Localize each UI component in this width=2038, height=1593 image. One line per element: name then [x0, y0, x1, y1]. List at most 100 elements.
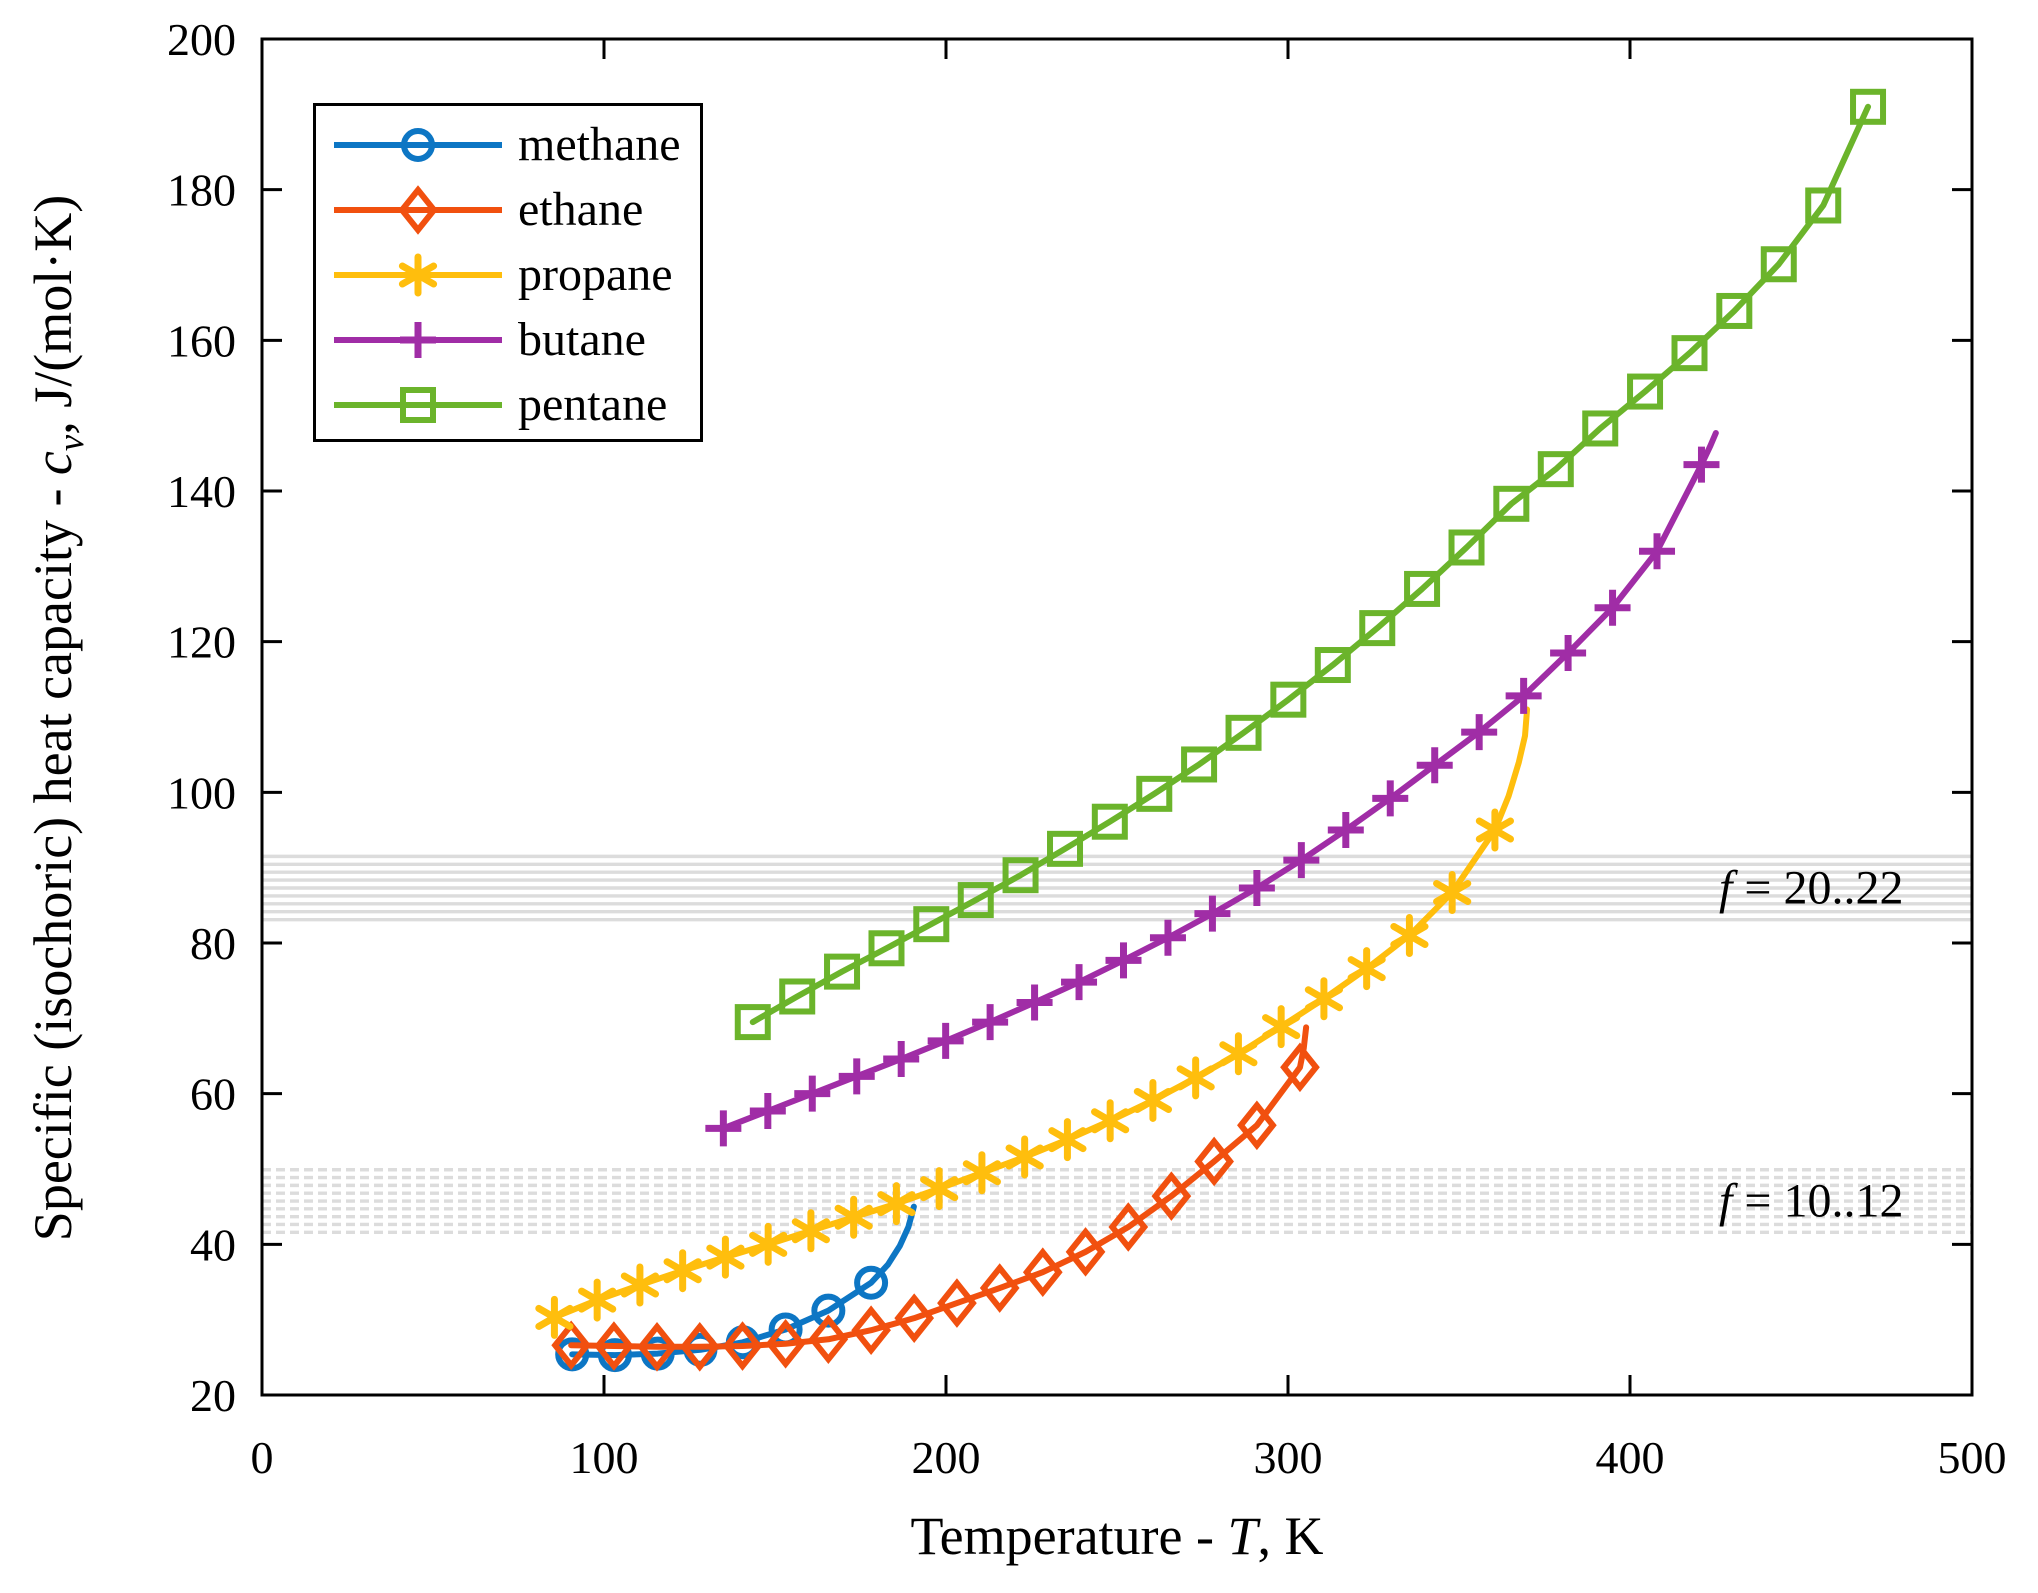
y-tick-label: 200	[167, 14, 236, 65]
marker-plus	[1016, 984, 1053, 1021]
series-line-butane	[720, 429, 1719, 1132]
marker-diamond	[937, 1278, 977, 1328]
x-axis-label-unit: , K	[1257, 1506, 1324, 1566]
y-tick-label: 140	[167, 466, 236, 517]
marker-square	[1716, 292, 1753, 329]
marker-square	[1270, 681, 1307, 718]
marker-square	[1850, 88, 1887, 125]
y-axis-label-subscript: v	[49, 434, 91, 452]
marker-asterisk	[1347, 947, 1386, 991]
marker-diamond	[1065, 1227, 1106, 1277]
marker-asterisk	[877, 1182, 916, 1226]
marker-square	[1537, 451, 1574, 488]
marker-diamond	[722, 1321, 763, 1371]
marker-plus	[794, 1075, 831, 1112]
series-line-methane	[569, 1203, 917, 1359]
marker-asterisk	[1091, 1099, 1130, 1143]
marker-asterisk	[834, 1195, 873, 1239]
marker-diamond	[594, 1321, 634, 1371]
legend-sample-plus-icon	[334, 321, 502, 358]
marker-asterisk	[1133, 1078, 1173, 1122]
marker-square	[1493, 485, 1530, 522]
marker-plus	[705, 1110, 742, 1147]
marker-square	[913, 906, 950, 943]
marker-plus	[838, 1058, 875, 1095]
marker-plus	[1639, 533, 1676, 570]
marker-square	[1448, 529, 1485, 566]
legend-label-propane: propane	[518, 248, 673, 301]
y-tick-label: 160	[167, 315, 236, 366]
marker-square	[1582, 410, 1619, 447]
marker-asterisk	[1219, 1032, 1258, 1076]
marker-asterisk	[1262, 1005, 1301, 1049]
marker-plus	[1416, 747, 1453, 784]
legend-sample-asterisk-icon	[334, 253, 502, 296]
marker-square	[1627, 373, 1664, 410]
y-tick-label: 40	[190, 1219, 236, 1270]
marker-asterisk	[620, 1263, 660, 1307]
marker-square	[1760, 246, 1797, 283]
marker-plus	[1372, 780, 1409, 817]
marker-square	[1181, 746, 1218, 783]
marker-asterisk	[749, 1222, 788, 1266]
marker-plus	[927, 1022, 964, 1059]
marker-plus	[1105, 942, 1142, 979]
marker-asterisk	[1176, 1056, 1215, 1100]
x-tick-label: 400	[1596, 1432, 1665, 1483]
marker-plus	[1683, 446, 1720, 483]
marker-plus	[1061, 964, 1098, 1001]
marker-plus	[1550, 634, 1587, 671]
marker-plus	[749, 1092, 786, 1129]
marker-diamond	[1237, 1100, 1277, 1151]
marker-asterisk	[1304, 977, 1344, 1021]
marker-square	[1671, 335, 1708, 372]
x-tick-label: 200	[912, 1432, 981, 1483]
annotation-f-20-22: f = 20..22	[1719, 861, 1903, 916]
legend-sample-diamond-icon	[334, 184, 502, 235]
marker-square	[1225, 714, 1262, 751]
x-tick-label: 100	[570, 1432, 639, 1483]
axes-box	[260, 37, 1974, 1397]
x-tick-label: 300	[1254, 1432, 1323, 1483]
marker-square	[779, 978, 816, 1015]
marker-diamond	[1151, 1171, 1192, 1221]
legend-sample-square-icon	[334, 386, 502, 423]
marker-plus	[1505, 677, 1542, 714]
y-tick-label: 80	[190, 918, 236, 969]
marker-plus	[1594, 589, 1631, 626]
marker-plus	[972, 1004, 1009, 1041]
marker-plus	[1327, 812, 1364, 848]
marker-plus	[1238, 870, 1275, 907]
annotation-f-value: = 10..12	[1732, 1174, 1904, 1228]
marker-asterisk	[1048, 1118, 1087, 1162]
legend-entry-butane: butane	[316, 307, 700, 372]
marker-diamond	[1108, 1202, 1149, 1252]
marker-asterisk	[791, 1209, 831, 1253]
marker-asterisk	[920, 1167, 959, 1211]
annotation-f-10-12: f = 10..12	[1719, 1174, 1903, 1229]
marker-square	[957, 882, 994, 919]
marker-asterisk	[1005, 1135, 1044, 1179]
marker-diamond	[1194, 1136, 1234, 1187]
annotation-f-symbol: f	[1719, 861, 1733, 915]
legend-label-pentane: pentane	[518, 378, 668, 431]
marker-diamond	[808, 1314, 849, 1365]
marker-square	[1359, 610, 1396, 647]
marker-plus	[1283, 842, 1320, 879]
marker-asterisk	[1433, 871, 1472, 915]
marker-square	[824, 953, 861, 990]
marker-asterisk	[962, 1151, 1002, 1195]
legend-entry-ethane: ethane	[316, 177, 700, 242]
marker-square	[1404, 570, 1441, 607]
marker-asterisk	[578, 1278, 617, 1322]
marker-circle	[811, 1293, 846, 1328]
marker-square	[868, 930, 905, 967]
marker-asterisk	[535, 1295, 574, 1339]
marker-plus	[1461, 714, 1498, 751]
marker-circle	[854, 1265, 889, 1300]
marker-square	[1002, 857, 1039, 894]
y-axis-label-text: Specific (isochoric) heat capacity -	[23, 475, 83, 1242]
marker-square	[1091, 803, 1128, 840]
marker-diamond	[637, 1321, 677, 1372]
